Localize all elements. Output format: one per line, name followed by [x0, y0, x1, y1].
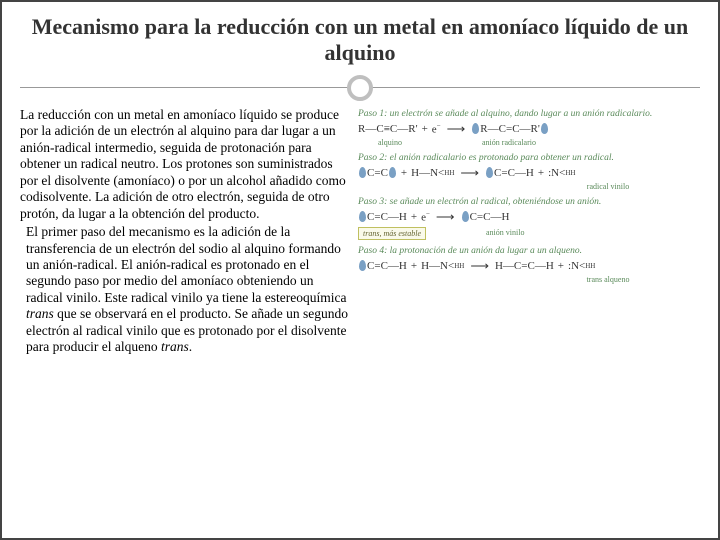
- arrow-icon: ⟶: [447, 121, 466, 137]
- arrow-icon: ⟶: [470, 258, 489, 274]
- step-4-right-sublabel: trans alqueno: [518, 275, 698, 284]
- orbital-lobe-icon: [472, 123, 479, 134]
- ammonia-mol: H—N<HH: [411, 167, 454, 179]
- content-row: La reducción con un metal en amoníaco lí…: [20, 107, 700, 356]
- plus-icon: +: [401, 167, 407, 179]
- step-2: Paso 2: el anión radicalario es protonad…: [358, 153, 698, 191]
- step-1-reaction: R—C≡C—R' + e− ⟶ R—C=C—R': [358, 121, 698, 137]
- orbital-lobe-icon: [462, 211, 469, 222]
- vinyl-radical-mol: C=C—H: [485, 167, 534, 179]
- amide-mol: :N<HH: [548, 167, 575, 179]
- vinyl-anion-mol: C=C—H: [461, 211, 510, 223]
- radical-anion-mol: R—C=C—R': [471, 123, 549, 135]
- orbital-lobe-icon: [486, 167, 493, 178]
- orbital-lobe-icon: [359, 167, 366, 178]
- figure-column: Paso 1: un electrón se añade al alquino,…: [358, 107, 698, 356]
- step-2-label: Paso 2: el anión radicalario es protonad…: [358, 153, 698, 163]
- title-divider: [20, 73, 700, 103]
- paragraph-1: La reducción con un metal en amoníaco lí…: [20, 107, 352, 222]
- trans-note-box: trans, más estable: [358, 227, 426, 240]
- step-1: Paso 1: un electrón se añade al alquino,…: [358, 109, 698, 147]
- step-3-reaction: C=C—H + e− ⟶ C=C—H: [358, 209, 698, 225]
- paragraph-2: El primer paso del mecanismo es la adici…: [26, 224, 352, 356]
- para2-trans-1: trans: [26, 306, 54, 321]
- plus-icon: +: [411, 211, 417, 223]
- step-1-label: Paso 1: un electrón se añade al alquino,…: [358, 109, 698, 119]
- trans-alkene-mol: H—C=C—H: [495, 260, 554, 272]
- step-4: Paso 4: la protonación de un anión da lu…: [358, 246, 698, 284]
- radical-anion-mol: C=C: [358, 167, 397, 179]
- orbital-lobe-icon: [359, 211, 366, 222]
- plus-icon: +: [422, 123, 428, 135]
- step-4-label: Paso 4: la protonación de un anión da lu…: [358, 246, 698, 256]
- para2-part-c: .: [189, 339, 192, 354]
- step-4-reaction: C=C—H + H—N<HH ⟶ H—C=C—H + :N<HH: [358, 258, 698, 274]
- alkyne-mol: R—C≡C—R': [358, 123, 418, 135]
- arrow-icon: ⟶: [460, 165, 479, 181]
- step-1-left-sublabel: alquino: [378, 138, 402, 147]
- vinyl-radical-mol: C=C—H: [358, 211, 407, 223]
- step-3-label: Paso 3: se añade un electrón al radical,…: [358, 197, 698, 207]
- step-2-right-sublabel: radical vinilo: [518, 182, 698, 191]
- text-column: La reducción con un metal en amoníaco lí…: [20, 107, 352, 356]
- electron: e−: [432, 122, 441, 136]
- para2-trans-2: trans: [161, 339, 189, 354]
- para2-part-a: El primer paso del mecanismo es la adici…: [26, 224, 347, 305]
- electron: e−: [421, 210, 430, 224]
- step-1-right-sublabel: anión radicalario: [482, 138, 536, 147]
- amide-mol: :N<HH: [568, 260, 595, 272]
- orbital-lobe-icon: [541, 123, 548, 134]
- plus-icon: +: [411, 260, 417, 272]
- orbital-lobe-icon: [359, 260, 366, 271]
- slide-title: Mecanismo para la reducción con un metal…: [20, 14, 700, 67]
- ammonia-mol: H—N<HH: [421, 260, 464, 272]
- step-3: Paso 3: se añade un electrón al radical,…: [358, 197, 698, 240]
- slide-frame: Mecanismo para la reducción con un metal…: [0, 0, 720, 540]
- step-2-reaction: C=C + H—N<HH ⟶ C=C—H + :N<HH: [358, 165, 698, 181]
- plus-icon: +: [558, 260, 564, 272]
- plus-icon: +: [538, 167, 544, 179]
- orbital-lobe-icon: [389, 167, 396, 178]
- divider-circle-icon: [347, 75, 373, 101]
- vinyl-anion-mol: C=C—H: [358, 260, 407, 272]
- step-3-right-sublabel: anión vinilo: [486, 228, 524, 237]
- arrow-icon: ⟶: [436, 209, 455, 225]
